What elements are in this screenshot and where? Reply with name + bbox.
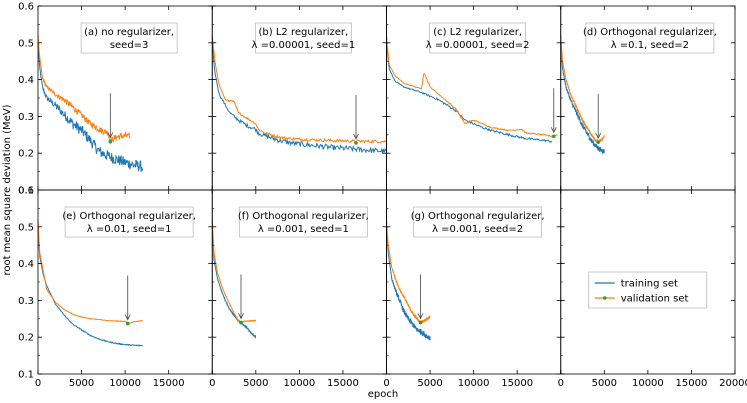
validation-series-line	[37, 219, 143, 324]
panel-label-line2: λ =0.00001, seed=1	[251, 40, 355, 51]
panel-6: (f) Orthogonal regularizer, λ =0.001, see…	[211, 206, 369, 339]
training-series-line	[211, 226, 257, 339]
y-tick-label: 0.2	[18, 333, 34, 344]
y-tick-label: 0.5	[18, 222, 34, 233]
panel-label-line1: (c) L2 regularizer,	[433, 27, 522, 38]
panel-label-box	[80, 22, 178, 54]
min-arrow-head	[550, 127, 557, 134]
training-series-line	[37, 42, 144, 172]
x-tick-label: 5000	[417, 378, 442, 389]
y-axis-label: root mean square deviation (MeV)	[2, 104, 13, 275]
panel-label-box	[413, 206, 543, 238]
min-validation-marker	[596, 140, 601, 144]
x-axis-label: epoch	[368, 389, 398, 400]
x-tick-label: 20000	[719, 378, 747, 389]
training-series-line	[560, 42, 605, 155]
x-tick-label: 15000	[676, 378, 708, 389]
panel-label-line2: λ =0.1, seed=2	[611, 40, 689, 51]
x-tick-label: 15000	[501, 378, 533, 389]
x-tick-label: 10000	[632, 378, 664, 389]
training-series-line	[386, 42, 553, 143]
panel-label-box	[64, 206, 194, 238]
x-tick-label: 10000	[283, 378, 315, 389]
panel-label-line1: (d) Orthogonal regularizer,	[583, 27, 717, 38]
panel-label-line1: (b) L2 regularizer,	[259, 27, 349, 38]
validation-series-line	[386, 35, 558, 138]
panel-label-line2: λ =0.01, seed=1	[87, 224, 172, 235]
x-tick-label: 0	[558, 378, 564, 389]
min-validation-marker	[551, 134, 556, 139]
validation-series-line	[211, 35, 387, 144]
validation-series-line	[560, 35, 605, 145]
panel-4: (d) Orthogonal regularizer, λ =0.1, seed=…	[560, 22, 717, 155]
min-arrow-head	[238, 313, 244, 320]
min-validation-marker	[125, 321, 130, 326]
panel-label-line1: (a) no regularizer,	[84, 27, 174, 38]
panel-label-line1: (e) Orthogonal regularizer,	[62, 211, 196, 222]
x-tick-label: 10000	[109, 378, 141, 389]
training-series-line	[211, 42, 387, 154]
panel-label-line2: λ =0.001, seed=2	[432, 224, 523, 235]
panel-2: (b) L2 regularizer, λ =0.00001, seed=1	[211, 22, 387, 154]
panel-label-box	[254, 22, 352, 54]
panel-label-box	[238, 206, 368, 238]
panel-label-box	[585, 22, 715, 54]
y-tick-label: 0.1	[18, 186, 34, 197]
panel-label-box	[429, 22, 527, 54]
panel-5: (e) Orthogonal regularizer, λ =0.01, seed…	[37, 206, 196, 347]
x-tick-label: 0	[383, 378, 389, 389]
x-tick-label: 15000	[153, 378, 185, 389]
y-tick-label: 0.6	[18, 186, 34, 197]
legend-valid-label: validation set	[621, 294, 689, 305]
y-tick-label: 0.1	[18, 370, 34, 381]
x-tick-label: 5000	[592, 378, 617, 389]
panels: (a) no regularizer, seed=3 (b) L2 regulari…	[37, 22, 717, 347]
x-tick-label: 5000	[243, 378, 268, 389]
x-tick-label: 0	[35, 378, 41, 389]
y-tick-label: 0.2	[18, 149, 34, 160]
axes-decor: 0.10.20.30.40.50.60.10.20.30.40.50.60 500…	[18, 2, 747, 390]
panel-3: (c) L2 regularizer, λ =0.00001, seed=2	[386, 22, 558, 143]
panel-label-line2: λ =0.001, seed=1	[258, 224, 349, 235]
min-arrow-head	[107, 132, 114, 139]
panel-label-line2: λ =0.00001, seed=2	[426, 40, 530, 51]
min-validation-marker	[239, 320, 243, 325]
y-tick-label: 0.4	[18, 75, 34, 86]
x-tick-label: 5000	[69, 378, 94, 389]
validation-series-line	[386, 219, 431, 326]
legend-box	[588, 271, 708, 309]
y-tick-label: 0.3	[18, 296, 34, 307]
panel-label-line1: (f) Orthogonal regularizer,	[238, 211, 369, 222]
training-series-line	[386, 226, 431, 341]
x-tick-label: 0	[209, 378, 215, 389]
panel-label-line1: (g) Orthogonal regularizer,	[411, 211, 545, 222]
y-tick-label: 0.6	[18, 2, 34, 13]
min-arrow-head	[417, 313, 424, 320]
y-tick-label: 0.3	[18, 112, 34, 123]
y-tick-label: 0.5	[18, 38, 34, 49]
legend-marker	[602, 296, 607, 300]
panel-1: (a) no regularizer, seed=3	[37, 22, 178, 172]
panel-7: (g) Orthogonal regularizer, λ =0.001, see…	[386, 206, 545, 341]
min-arrow-head	[353, 133, 359, 140]
y-tick-label: 0.4	[18, 259, 34, 270]
min-arrow-head	[124, 314, 131, 321]
legend-train-label: training set	[621, 279, 678, 290]
panel-label-line2: seed=3	[110, 40, 149, 51]
min-validation-marker	[108, 139, 113, 144]
training-series-line	[37, 226, 143, 347]
validation-series-line	[211, 219, 257, 324]
min-validation-marker	[418, 320, 423, 325]
validation-series-line	[37, 34, 130, 145]
x-tick-label: 10000	[458, 378, 490, 389]
min-arrow-head	[595, 132, 602, 140]
x-tick-label: 15000	[327, 378, 359, 389]
min-validation-marker	[354, 141, 358, 145]
legend: training set validation set	[588, 271, 708, 309]
